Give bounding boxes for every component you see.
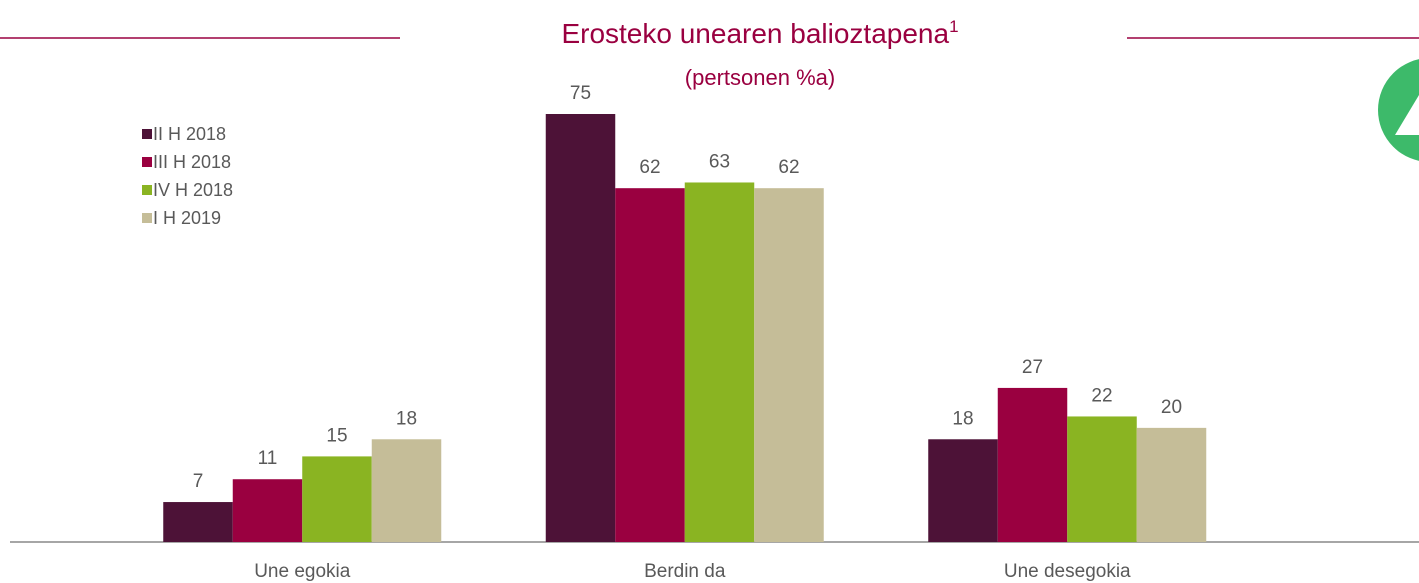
data-label: 22 <box>1091 385 1112 406</box>
data-label: 18 <box>396 408 417 429</box>
data-label: 18 <box>952 408 973 429</box>
legend-swatch <box>142 157 152 167</box>
data-label: 11 <box>258 448 278 469</box>
legend-swatch <box>142 213 152 223</box>
bar <box>928 439 998 542</box>
data-label: 75 <box>570 83 591 104</box>
chart-title: Erosteko unearen balioztapena1 <box>561 17 958 49</box>
bar <box>371 439 442 542</box>
x-tick-label: Une egokia <box>254 561 351 582</box>
data-label: 15 <box>326 425 347 446</box>
bar <box>997 387 1068 542</box>
bar <box>1067 416 1137 542</box>
bar <box>545 114 616 542</box>
legend-label: II H 2018 <box>153 124 226 144</box>
legend-label: I H 2019 <box>153 208 221 228</box>
data-label: 27 <box>1022 357 1043 378</box>
legend-label: III H 2018 <box>153 152 231 172</box>
legend-label: IV H 2018 <box>153 180 233 200</box>
badge-icon <box>1395 95 1419 135</box>
data-label: 62 <box>639 157 660 178</box>
data-label: 62 <box>778 157 799 178</box>
legend-swatch <box>142 129 152 139</box>
badge <box>1378 59 1419 161</box>
data-label: 20 <box>1161 397 1182 418</box>
chart-subtitle: (pertsonen %a) <box>685 65 835 90</box>
bar <box>754 188 824 543</box>
x-tick-label: Une desegokia <box>1004 561 1131 582</box>
bar <box>302 456 372 542</box>
legend-swatch <box>142 185 152 195</box>
data-label: 7 <box>193 471 204 492</box>
bar <box>1136 427 1207 542</box>
bar <box>163 502 233 542</box>
bar <box>684 182 755 543</box>
bar <box>615 188 685 543</box>
bar <box>232 479 303 542</box>
data-label: 63 <box>709 151 730 172</box>
x-tick-label: Berdin da <box>644 561 726 582</box>
